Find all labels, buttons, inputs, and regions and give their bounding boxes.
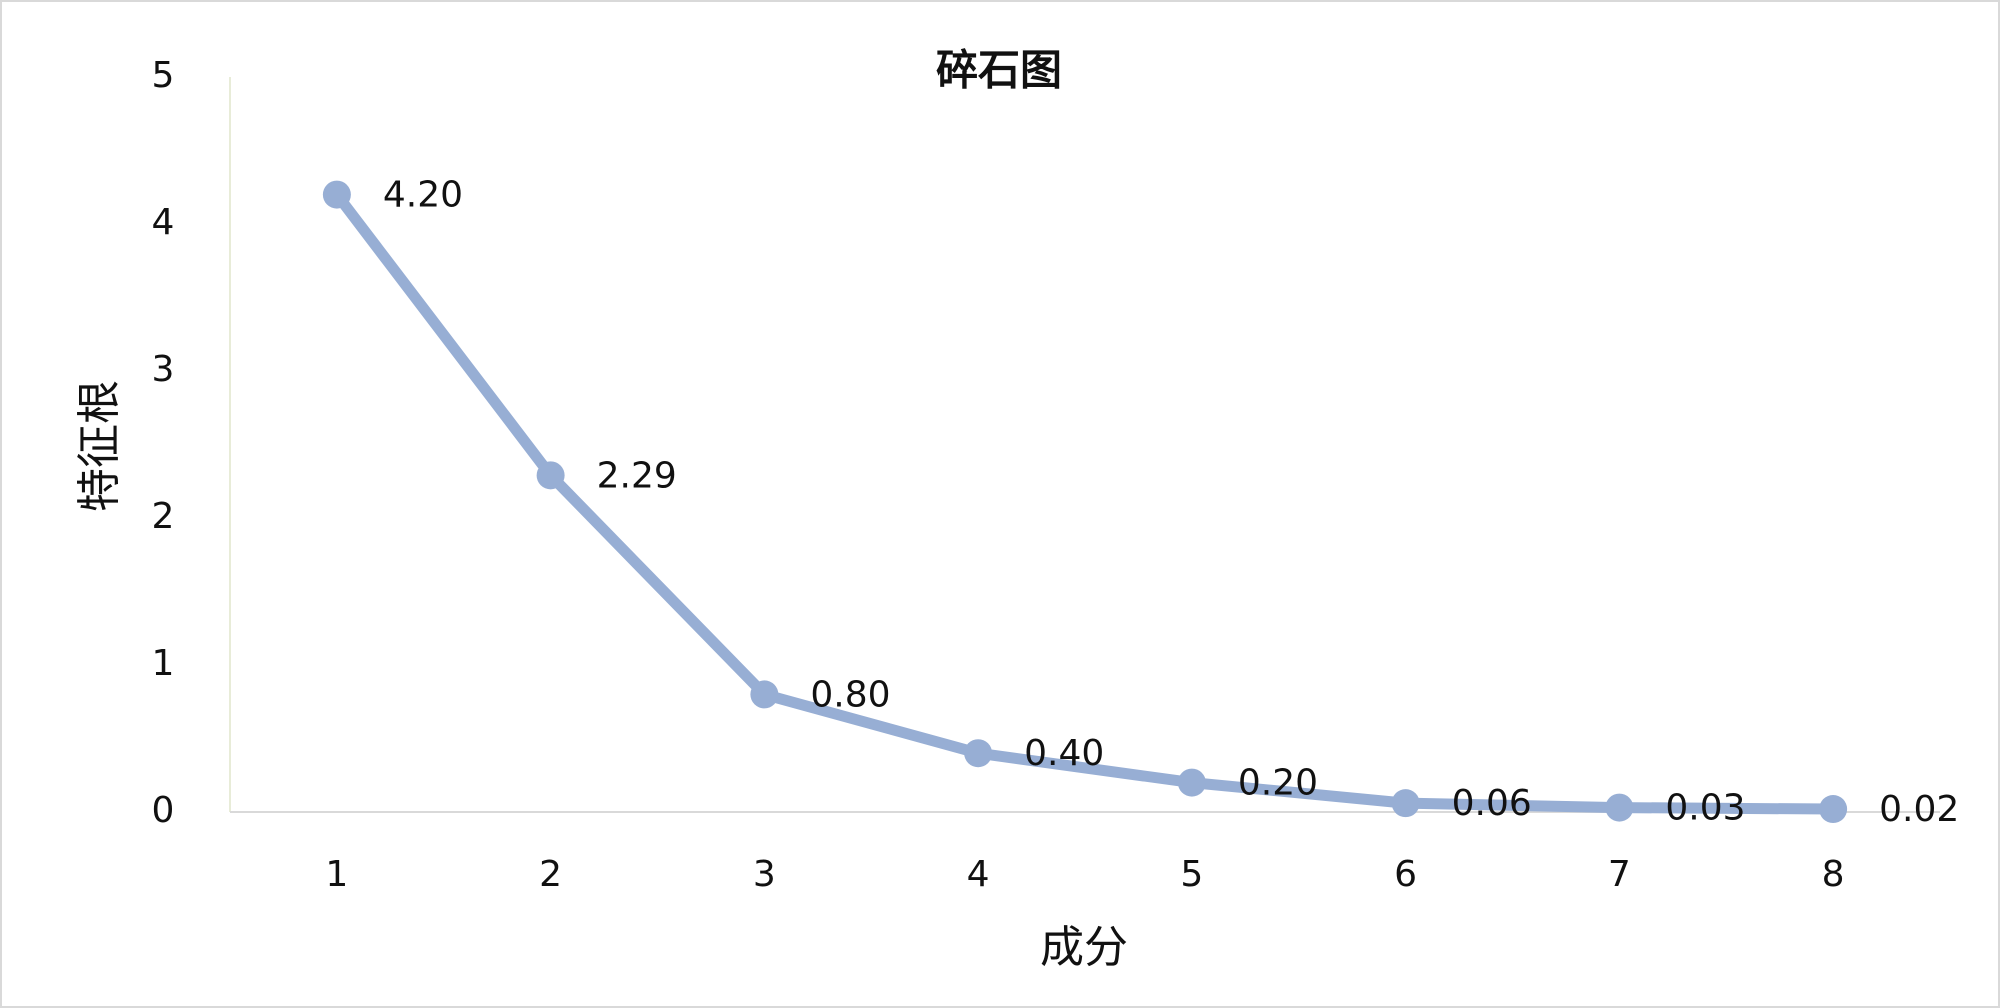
marker [1177,768,1206,797]
x-tick-label: 2 [539,854,562,895]
y-tick-label: 4 [152,202,175,243]
line [332,191,1834,815]
marker [322,180,351,209]
x-tick-label: 1 [325,854,348,895]
x-tick-label: 3 [753,854,776,895]
data-label: 0.20 [1238,763,1318,804]
data-label: 0.06 [1452,783,1532,824]
x-tick-label: 7 [1608,854,1631,895]
y-axis-title: 特征根 [74,380,125,512]
x-tick-label: 6 [1394,854,1417,895]
y-tick-label: 5 [152,55,175,96]
marker [1605,793,1634,822]
data-label: 0.80 [810,674,890,715]
y-tick-label: 1 [152,643,175,684]
marker [1391,789,1420,818]
data-label: 4.20 [383,175,463,216]
x-axis-title: 成分 [1040,922,1128,973]
marker [964,739,993,768]
y-tick-label: 0 [152,790,175,831]
x-tick-label: 4 [967,854,990,895]
x-tick-label: 8 [1822,854,1845,895]
x-tick-label: 5 [1180,854,1203,895]
data-label: 2.29 [597,455,677,496]
data-label: 0.40 [1024,733,1104,774]
marker [536,461,565,490]
data-label: 0.02 [1879,789,1959,830]
y-tick-label: 3 [152,349,175,390]
marker [1819,795,1848,824]
chart-title: 碎石图 [936,46,1062,95]
marker [750,680,779,709]
y-tick-label: 2 [152,496,175,537]
data-label: 0.03 [1665,788,1745,829]
